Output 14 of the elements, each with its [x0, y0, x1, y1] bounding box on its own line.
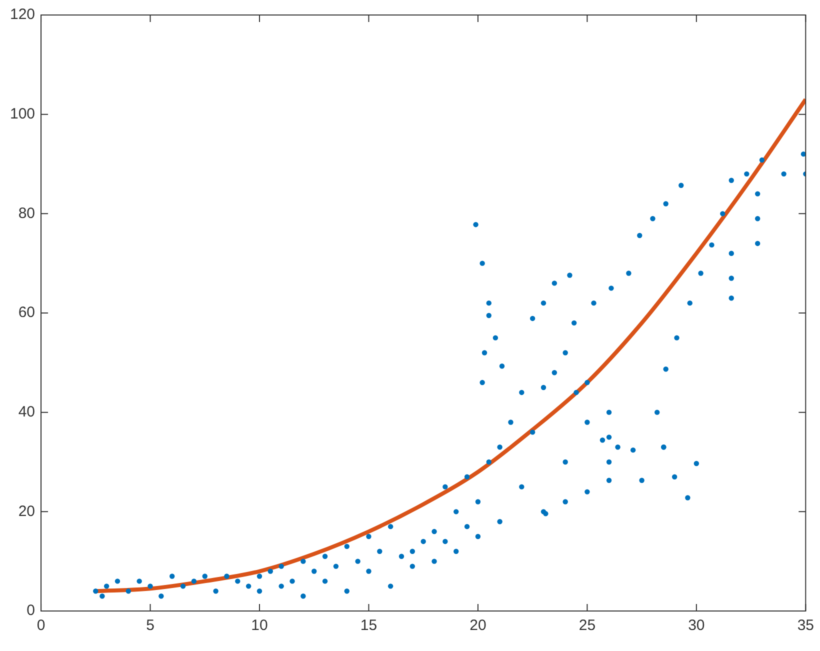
x-tick-label: 35 [797, 617, 814, 634]
y-tick-label: 80 [18, 204, 36, 222]
x-tick-label: 15 [360, 617, 378, 634]
x-tick-label: 20 [470, 617, 486, 634]
y-tick-label: 20 [18, 502, 36, 520]
y-tick-label: 40 [18, 403, 36, 420]
x-tick-label: 10 [251, 617, 268, 634]
y-tick-label: 120 [10, 6, 36, 24]
y-tick-label: 60 [18, 304, 36, 322]
y-tick-label: 0 [26, 602, 36, 620]
x-tick-label: 5 [146, 617, 154, 634]
y-tick-label: 100 [10, 105, 36, 122]
x-tick-label: 25 [578, 617, 596, 634]
x-tick-label: 30 [688, 617, 705, 634]
